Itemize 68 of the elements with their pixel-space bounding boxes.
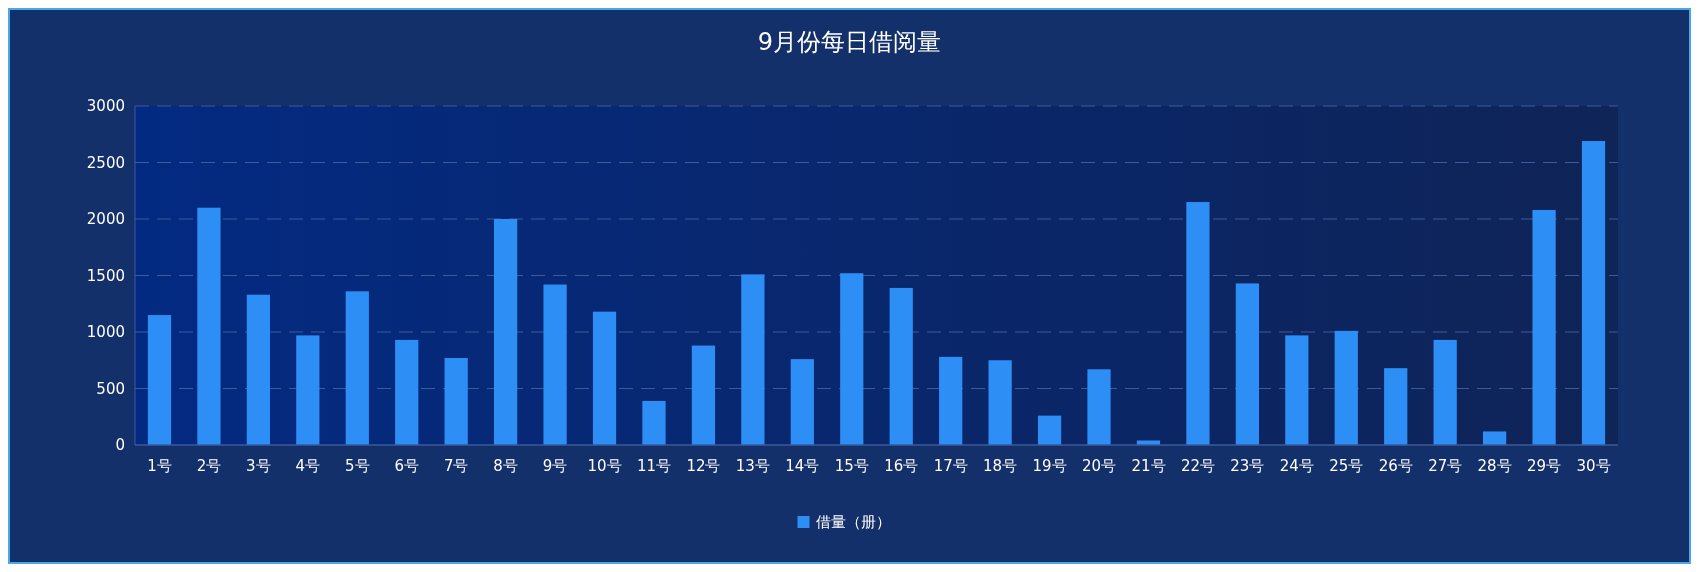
x-tick-label: 17号: [933, 457, 968, 475]
x-tick-label: 2号: [196, 457, 222, 475]
x-tick-label: 30号: [1576, 457, 1611, 475]
bar: [197, 207, 221, 445]
bar: [1581, 141, 1606, 445]
y-tick-label: 2000: [86, 210, 125, 229]
x-tick-label: 28号: [1477, 457, 1512, 475]
x-tick-label: 14号: [785, 457, 820, 475]
x-tick-label: 20号: [1081, 457, 1117, 475]
bar: [444, 357, 468, 445]
bar: [395, 339, 419, 445]
x-tick-label: 8号: [493, 457, 518, 475]
bar: [1334, 330, 1358, 445]
x-tick-label: 29号: [1527, 457, 1562, 475]
bar: [889, 287, 913, 445]
bar: [939, 356, 963, 445]
x-tick-label: 27号: [1428, 457, 1463, 475]
x-tick-label: 21号: [1131, 457, 1166, 475]
x-tick-label: 5号: [345, 457, 370, 475]
bar: [988, 360, 1012, 445]
bar: [741, 274, 765, 445]
y-tick-label: 2500: [86, 153, 125, 172]
x-tick-label: 4号: [295, 457, 321, 475]
x-tick-label: 9号: [542, 457, 568, 475]
bar: [1235, 283, 1259, 445]
bar: [1037, 415, 1062, 445]
legend-label: 借量（册）: [815, 513, 891, 531]
x-tick-label: 11号: [636, 457, 672, 475]
x-tick-label: 10号: [587, 457, 622, 475]
bar: [494, 219, 518, 445]
bar: [296, 335, 320, 445]
bar: [1186, 202, 1210, 445]
bar: [790, 359, 814, 445]
bar: [1285, 335, 1309, 445]
bar: [1087, 369, 1111, 445]
bar: [147, 315, 172, 445]
x-tick-label: 15号: [834, 457, 869, 475]
bar: [1532, 209, 1556, 445]
bar: [592, 311, 617, 445]
y-tick-label: 0: [115, 436, 125, 455]
bar: [246, 294, 270, 445]
y-tick-label: 500: [96, 379, 125, 398]
x-tick-label: 7号: [443, 457, 469, 475]
x-tick-label: 22号: [1180, 457, 1215, 475]
x-tick-label: 13号: [735, 457, 770, 475]
x-tick-label: 19号: [1032, 457, 1067, 475]
x-tick-label: 23号: [1230, 457, 1265, 475]
bar: [691, 345, 716, 445]
x-tick-label: 25号: [1329, 457, 1364, 475]
bar: [1433, 339, 1457, 445]
y-tick-label: 1500: [86, 266, 125, 285]
x-tick-label: 12号: [686, 457, 721, 475]
x-tick-label: 26号: [1378, 457, 1413, 475]
chart-title: 9月份每日借阅量: [757, 28, 942, 56]
x-tick-label: 6号: [394, 457, 419, 475]
y-tick-label: 3000: [86, 97, 125, 116]
x-tick-label: 24号: [1279, 457, 1314, 475]
bar: [840, 273, 864, 445]
bar: [642, 400, 666, 445]
x-tick-label: 1号: [147, 457, 172, 475]
bar: [1384, 368, 1408, 445]
x-tick-label: 16号: [884, 457, 919, 475]
y-tick-label: 1000: [86, 323, 125, 342]
bar: [345, 291, 369, 445]
x-tick-label: 18号: [983, 457, 1018, 475]
x-tick-label: 3号: [246, 457, 271, 475]
bar: [543, 284, 567, 445]
bar: [1483, 431, 1507, 445]
